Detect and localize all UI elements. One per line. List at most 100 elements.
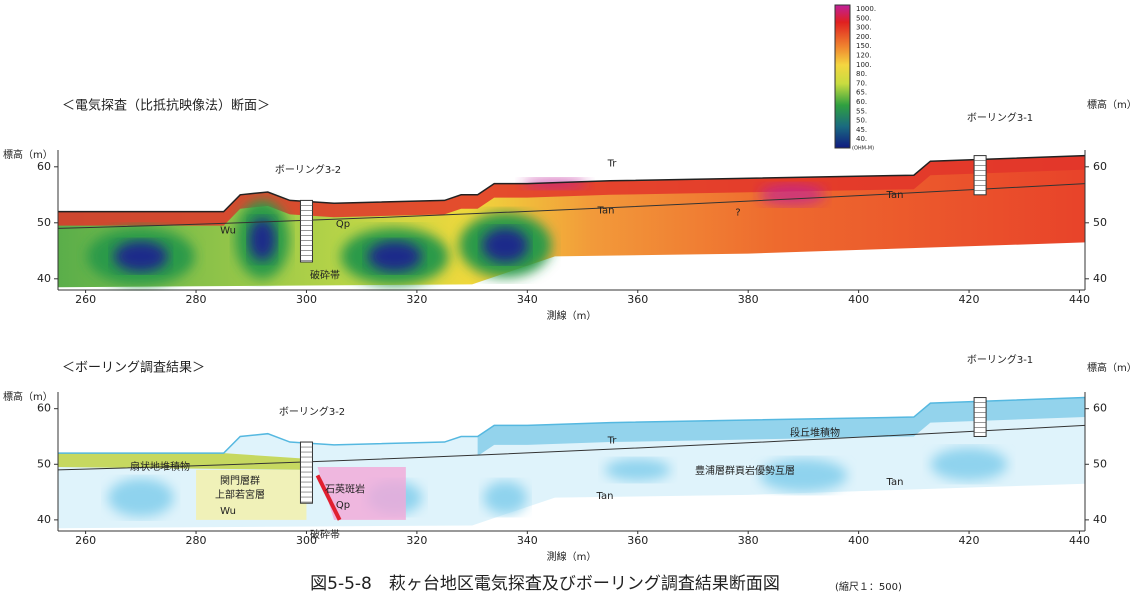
section-label: 扇状地堆積物 [130,460,190,473]
tone-zone [930,447,1008,481]
section-label: Tr [607,158,618,169]
color-bar-label: 1000. [856,5,876,13]
color-bar-label: 150. [856,42,872,50]
y-tick-label-right: 40 [1093,513,1107,526]
y-tick-label-right: 50 [1093,457,1107,470]
section-label: Qp [336,219,350,230]
x-axis-label: 測線（m） [547,550,597,563]
x-tick-label: 280 [186,293,207,306]
x-tick-label: 320 [406,534,427,547]
caption-title: 図5-5-8 萩ヶ台地区電気探査及びボーリング調査結果断面図 [310,574,780,594]
x-tick-label: 380 [738,293,759,306]
low-core [482,227,529,263]
section-label: 関門層群 [220,474,260,487]
ground-surface [58,154,1086,213]
x-tick-label: 440 [1069,534,1090,547]
y-axis-label-right: 標高（m） [1087,361,1137,374]
x-tick-label: 300 [296,534,317,547]
y-tick-label: 50 [37,457,51,470]
panel-title: ＜ボーリング調査結果＞ [62,361,205,376]
section-label: Tan [596,491,614,502]
x-tick-label: 260 [75,534,96,547]
x-tick-label: 300 [296,293,317,306]
y-tick-label: 40 [37,513,51,526]
x-tick-label: 360 [627,293,648,306]
color-bar-label: 45. [856,126,867,134]
x-tick-label: 360 [627,534,648,547]
panel-title: ＜電気探査（比抵抗映像法）断面＞ [62,98,270,114]
borehole [973,155,987,196]
x-tick-label: 400 [848,534,869,547]
color-bar-label: 100. [856,61,872,69]
color-bar-label: 70. [856,79,867,87]
color-bar-label: 50. [856,117,867,125]
layer-boundary [57,183,1086,229]
section-label: Tan [886,477,904,488]
section-label: ボーリング3-1 [967,353,1033,366]
section-label: 石英斑岩 [325,482,365,495]
x-tick-label: 420 [959,293,980,306]
layer-boundary [57,424,1086,471]
section-label: Wu [220,506,236,517]
x-tick-label: 340 [517,534,538,547]
high-core [759,183,826,206]
x-tick-label: 320 [406,293,427,306]
section-label: 上部若宮層 [215,488,265,501]
tone-zone [483,481,528,515]
wu-zone [196,469,307,520]
section-label: Tr [607,435,618,446]
fan-layer [58,453,307,470]
caption-scale: (縮尺１：500) [835,580,902,593]
color-bar-label: 65. [856,89,867,97]
section-label: Qp [336,500,350,511]
section-label: ボーリング3-1 [967,111,1033,124]
section-label: Tan [597,205,615,216]
color-bar-label: 120. [856,52,872,60]
ground-surface [58,396,1086,454]
y-tick-label: 50 [37,216,51,229]
terrace-layer [477,397,1085,456]
y-axis-label: 標高（m） [3,148,53,161]
borehole [299,199,313,263]
y-tick-label: 40 [37,272,51,285]
tone-zone [107,478,174,517]
resistivity-panel: 40 40 50 50 60 60 260 280 300 320 340 360 380 400 420 4… [3,98,1137,323]
x-tick-label: 400 [848,293,869,306]
y-axis-label: 標高（m） [3,390,53,403]
tone-zone [759,458,848,492]
y-tick-label-right: 40 [1093,272,1107,285]
tone-zone [604,458,671,481]
x-tick-label: 260 [75,293,96,306]
x-tick-label: 340 [517,293,538,306]
color-bar-label: 60. [856,98,867,106]
color-bar-label: 55. [856,107,867,115]
section-label: ボーリング3-2 [275,163,341,176]
color-bar-label: 200. [856,33,872,41]
y-tick-label-right: 60 [1093,402,1107,415]
fault [315,474,342,521]
qp-zone [317,467,406,520]
section-label: ? [735,208,740,219]
borehole [299,441,313,504]
x-tick-label: 440 [1069,293,1090,306]
color-bar-label: 500. [856,14,872,22]
section-label: ボーリング3-2 [279,405,345,418]
high-core [521,178,588,190]
x-axis-label: 測線（m） [547,309,597,322]
y-axis-label-right: 標高（m） [1087,98,1137,111]
section-label: Wu [220,226,236,237]
boring-panel: 40 40 50 50 60 60 260 280 300 320 340 360 380 400 420 4… [3,353,1137,563]
y-tick-label-right: 60 [1093,160,1107,173]
low-core [113,241,168,272]
y-tick-label: 60 [37,160,51,173]
color-bar-unit: (OHM-M) [852,146,874,152]
x-tick-label: 280 [186,534,207,547]
color-bar [834,4,851,149]
low-core [367,241,422,272]
y-tick-label: 60 [37,402,51,415]
color-bar-label: 80. [856,70,867,78]
section-label: 破砕帯 [310,268,340,281]
color-bar-label: 40. [856,135,867,143]
low-core [248,218,276,261]
